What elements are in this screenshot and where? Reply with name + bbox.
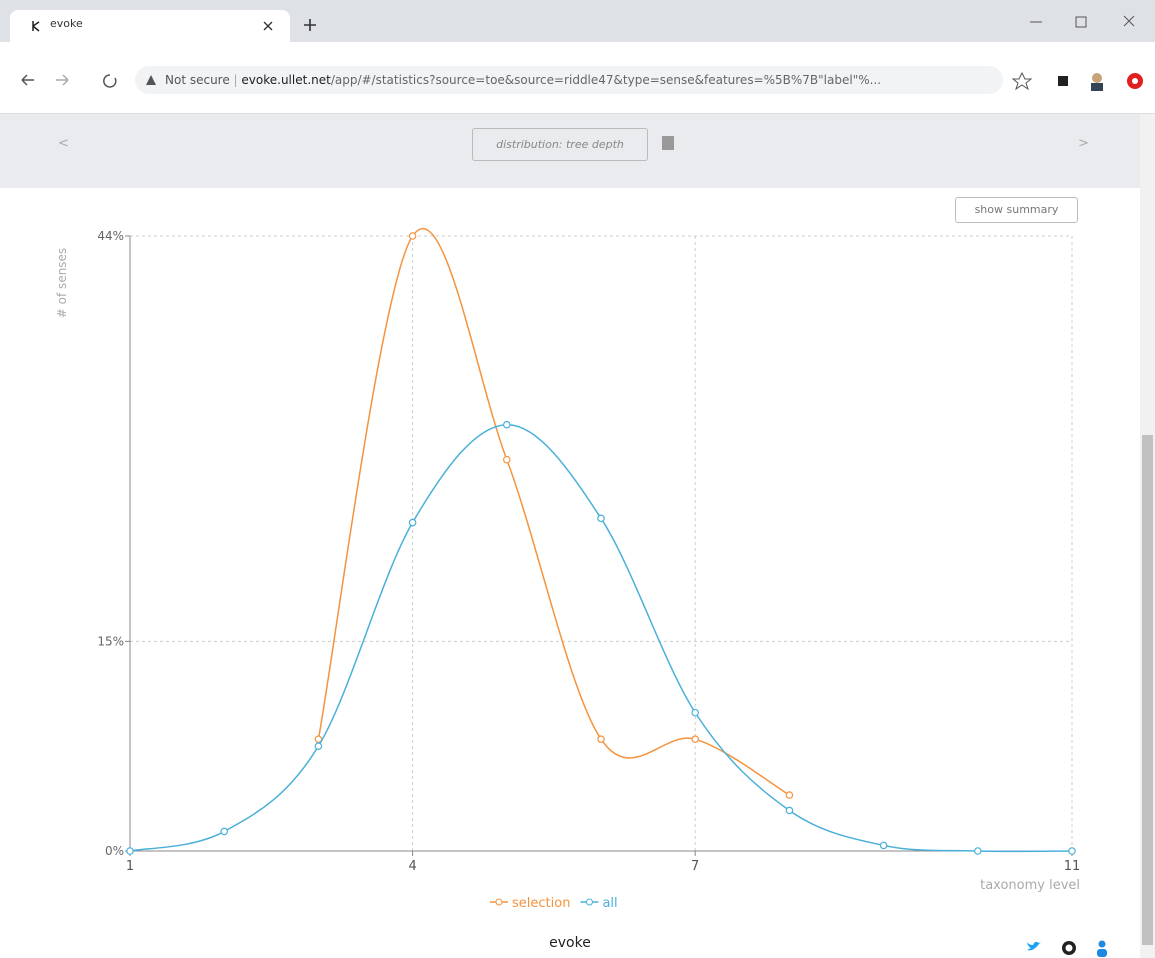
prev-button[interactable]: < bbox=[58, 136, 69, 151]
scrollbar[interactable] bbox=[1140, 114, 1155, 958]
toolbar: Not secure | evoke.ullet.net/app/#/stati… bbox=[0, 42, 1155, 114]
series-line bbox=[130, 425, 1072, 852]
legend-marker bbox=[496, 899, 502, 905]
data-point bbox=[409, 233, 415, 239]
y-axis-label: # of senses bbox=[55, 248, 69, 318]
data-point bbox=[598, 736, 604, 742]
legend-marker bbox=[586, 899, 592, 905]
data-point bbox=[598, 515, 604, 521]
y-tick-label: 44% bbox=[97, 229, 124, 243]
data-point bbox=[692, 736, 698, 742]
data-point bbox=[315, 743, 321, 749]
y-tick-label: 0% bbox=[105, 844, 124, 858]
view-header: < distribution: tree depth > bbox=[0, 114, 1140, 188]
extension-icons[interactable] bbox=[1010, 70, 1150, 92]
data-point bbox=[692, 709, 698, 715]
data-point bbox=[221, 828, 227, 834]
legend-label: all bbox=[602, 896, 617, 911]
tab[interactable]: evoke bbox=[10, 10, 290, 42]
view-label[interactable]: distribution: tree depth bbox=[472, 128, 648, 161]
nav-buttons[interactable] bbox=[20, 72, 130, 88]
data-point bbox=[504, 421, 510, 427]
data-point bbox=[786, 792, 792, 798]
tab-bar: evoke bbox=[0, 0, 1155, 42]
data-point bbox=[975, 848, 981, 854]
tab-title: evoke bbox=[50, 17, 83, 30]
footer-logo: evoke bbox=[0, 935, 1140, 951]
x-axis-label: taxonomy level bbox=[980, 878, 1080, 893]
warning-icon bbox=[145, 74, 157, 86]
x-tick-label: 1 bbox=[126, 859, 134, 874]
scroll-thumb[interactable] bbox=[1142, 435, 1153, 945]
url-path: /app/#/statistics?source=toe&source=ridd… bbox=[331, 73, 881, 87]
series-line bbox=[318, 229, 789, 795]
data-point bbox=[786, 807, 792, 813]
x-tick-label: 11 bbox=[1064, 859, 1081, 874]
window-controls[interactable] bbox=[1020, 12, 1150, 32]
summary-button[interactable]: show summary bbox=[955, 197, 1078, 223]
y-tick-label: 15% bbox=[97, 634, 124, 648]
view-icon[interactable] bbox=[662, 136, 674, 150]
data-point bbox=[504, 456, 510, 462]
data-point bbox=[880, 842, 886, 848]
tab-close[interactable] bbox=[262, 20, 274, 32]
data-point bbox=[127, 848, 133, 854]
new-tab[interactable] bbox=[303, 18, 317, 32]
data-point bbox=[1069, 848, 1075, 854]
x-tick-label: 4 bbox=[408, 859, 416, 874]
social-icons[interactable] bbox=[1025, 938, 1115, 958]
tab-icon bbox=[30, 20, 42, 32]
next-button[interactable]: > bbox=[1078, 136, 1089, 151]
data-point bbox=[409, 519, 415, 525]
security-label: Not secure bbox=[165, 73, 230, 87]
url-host: evoke.ullet.net bbox=[241, 73, 330, 87]
legend-label: selection bbox=[512, 896, 570, 911]
address-bar[interactable]: Not secure | evoke.ullet.net/app/#/stati… bbox=[135, 66, 1003, 94]
page: 0% 15% 44% 1 4 7 11 taxonomy level # of senses se… bbox=[0, 0, 1155, 958]
x-tick-label: 7 bbox=[691, 859, 699, 874]
